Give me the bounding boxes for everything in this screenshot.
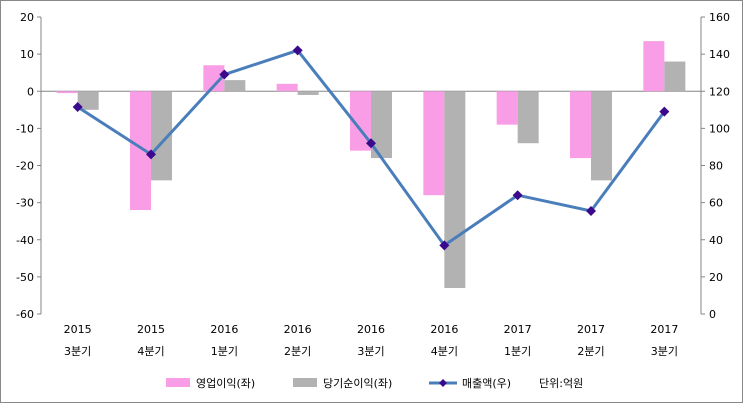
revenue-marker	[366, 138, 376, 149]
x-tick-year: 2016	[284, 323, 312, 336]
legend-swatch-operating-profit	[166, 378, 190, 387]
bar-operating-profit	[130, 91, 151, 211]
bar-net-income	[371, 91, 392, 159]
revenue-marker	[512, 190, 523, 201]
x-tick-year: 2016	[357, 323, 385, 336]
x-tick-year: 2016	[210, 323, 238, 336]
unit-note: 단위:억원	[539, 377, 583, 390]
x-tick-quarter: 2분기	[284, 345, 311, 358]
x-tick-year: 2016	[430, 323, 458, 336]
left-tick-label: 10	[20, 48, 34, 61]
bar-net-income	[444, 91, 466, 289]
revenue-marker	[586, 205, 596, 216]
bar-net-income	[664, 61, 686, 92]
right-tick-label: 80	[709, 160, 723, 173]
left-tick-label: -30	[16, 197, 34, 210]
x-tick-year: 2015	[137, 323, 165, 336]
right-tick-label: 20	[709, 271, 723, 284]
right-tick-label: 100	[709, 122, 730, 135]
revenue-marker	[439, 240, 450, 251]
bar-operating-profit	[56, 91, 78, 94]
x-tick-year: 2017	[577, 323, 605, 336]
bar-operating-profit	[276, 83, 298, 92]
x-tick-year: 2017	[504, 323, 532, 336]
legend-label-operating-profit: 영업이익(좌)	[196, 377, 255, 390]
bar-net-income	[591, 91, 612, 181]
bar-operating-profit	[203, 65, 225, 92]
revenue-marker	[659, 106, 670, 117]
left-tick-label: -40	[16, 234, 34, 247]
bar-operating-profit	[496, 91, 518, 125]
left-tick-label: 0	[27, 85, 34, 98]
left-tick-label: -50	[16, 271, 34, 284]
bar-net-income	[224, 80, 246, 92]
x-tick-quarter: 4분기	[137, 345, 164, 358]
x-tick-quarter: 3분기	[651, 345, 678, 358]
x-tick-quarter: 4분기	[431, 345, 458, 358]
legend-swatch-net-income	[293, 378, 317, 387]
revenue-marker	[146, 149, 156, 160]
bar-net-income	[77, 91, 99, 110]
right-tick-label: 160	[709, 11, 730, 24]
bar-operating-profit	[570, 91, 591, 159]
bar-net-income	[517, 91, 539, 144]
legend-label-net-income: 당기순이익(좌)	[323, 377, 392, 390]
bar-net-income	[151, 91, 172, 181]
x-tick-quarter: 1분기	[504, 345, 531, 358]
right-tick-label: 120	[709, 85, 730, 98]
bar-operating-profit	[423, 91, 445, 196]
x-tick-year: 2017	[650, 323, 678, 336]
left-tick-label: 20	[20, 11, 34, 24]
right-tick-label: 60	[709, 197, 723, 210]
left-tick-label: -20	[16, 160, 34, 173]
left-tick-label: -60	[16, 308, 34, 321]
x-tick-quarter: 3분기	[64, 345, 91, 358]
right-tick-label: 40	[709, 234, 723, 247]
right-tick-label: 0	[709, 308, 716, 321]
revenue-marker	[219, 69, 230, 80]
legend-marker-revenue	[439, 379, 447, 387]
x-tick-quarter: 3분기	[357, 345, 384, 358]
revenue-marker	[72, 102, 83, 113]
bar-operating-profit	[643, 41, 665, 92]
x-tick-quarter: 1분기	[211, 345, 238, 358]
x-tick-quarter: 2분기	[577, 345, 604, 358]
left-tick-label: -10	[16, 122, 34, 135]
right-tick-label: 140	[709, 48, 730, 61]
revenue-marker	[292, 45, 303, 56]
legend-label-revenue: 매출액(우)	[462, 377, 511, 390]
bar-net-income	[297, 91, 319, 95]
x-tick-year: 2015	[64, 323, 92, 336]
